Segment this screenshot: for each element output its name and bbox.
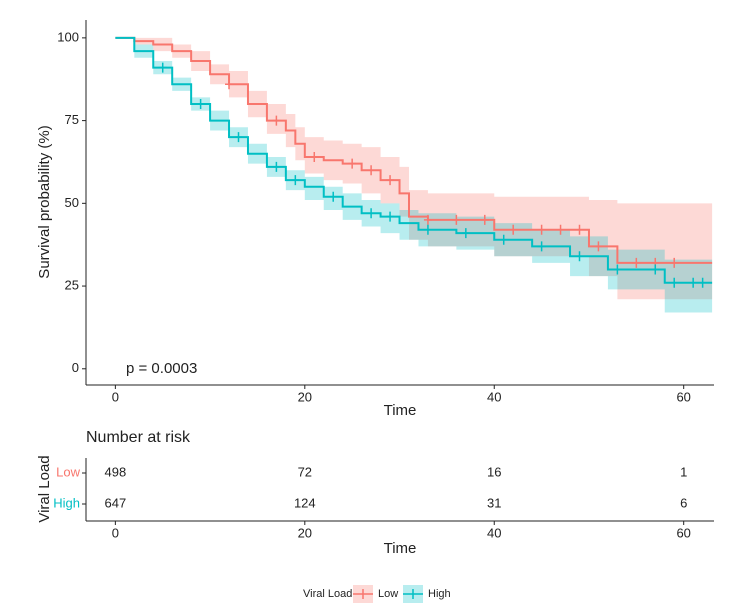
censor-mark <box>613 264 622 275</box>
censor-mark <box>386 211 395 222</box>
censor-mark <box>537 224 546 235</box>
risk-count: 16 <box>487 464 501 479</box>
censor-mark <box>689 277 698 288</box>
risk-count: 6 <box>680 495 687 510</box>
legend-key-line <box>403 589 423 599</box>
censor-mark <box>367 208 376 219</box>
censor-mark <box>556 224 565 235</box>
censor-mark <box>480 214 489 225</box>
row-label: Low <box>56 464 80 479</box>
censor-mark <box>452 214 461 225</box>
censor-mark <box>698 277 707 288</box>
risk-count: 31 <box>487 495 501 510</box>
legend-title: Viral Load <box>303 588 352 600</box>
censor-mark <box>423 224 432 235</box>
confidence-band <box>115 37 713 313</box>
censor-mark <box>670 277 679 288</box>
censor-mark <box>499 234 508 245</box>
censor-mark <box>575 251 584 262</box>
x-tick-label: 60 <box>676 389 690 404</box>
x-tick-label: 20 <box>298 525 312 540</box>
y-tick-label: 25 <box>65 277 79 292</box>
censor-mark <box>367 165 376 176</box>
risk-count: 647 <box>105 495 127 510</box>
censor-mark <box>670 257 679 268</box>
y-axis-title: Survival probability (%) <box>36 125 53 278</box>
y-tick-label: 75 <box>65 112 79 127</box>
censor-mark <box>423 214 432 225</box>
censor-mark <box>461 228 470 239</box>
x-tick-label: 40 <box>487 525 501 540</box>
censor-mark <box>348 158 357 169</box>
censor-mark <box>509 224 518 235</box>
censor-mark <box>225 79 234 90</box>
censor-mark <box>651 264 660 275</box>
row-label: High <box>53 495 80 510</box>
risk-count: 124 <box>294 495 316 510</box>
p-value: p = 0.0003 <box>126 360 197 377</box>
y-axis-title: Viral Load <box>36 455 53 522</box>
censor-mark <box>537 241 546 252</box>
y-tick-label: 100 <box>57 29 79 44</box>
x-tick-label: 0 <box>112 525 119 540</box>
x-tick-label: 20 <box>298 389 312 404</box>
censor-mark <box>272 115 281 126</box>
censor-mark <box>594 241 603 252</box>
risk-title: Number at risk <box>86 429 191 446</box>
risk-count: 72 <box>298 464 312 479</box>
x-tick-label: 40 <box>487 389 501 404</box>
censor-mark <box>329 191 338 202</box>
x-tick-label: 0 <box>112 389 119 404</box>
censor-mark <box>291 175 300 186</box>
risk-count: 1 <box>680 464 687 479</box>
censor-mark <box>575 224 584 235</box>
legend-key-line <box>353 589 373 599</box>
x-axis-title: Time <box>384 540 417 557</box>
censor-mark <box>158 62 167 73</box>
risk-count: 498 <box>105 464 127 479</box>
y-tick-label: 50 <box>65 195 79 210</box>
censor-mark <box>196 99 205 110</box>
censor-mark <box>386 175 395 186</box>
x-tick-label: 60 <box>676 525 690 540</box>
censor-mark <box>234 132 243 143</box>
legend-label: Low <box>378 588 398 600</box>
legend-label: High <box>428 588 451 600</box>
censor-mark <box>272 161 281 172</box>
censor-mark <box>632 257 641 268</box>
x-axis-title: Time <box>384 402 417 419</box>
censor-mark <box>310 151 319 162</box>
y-tick-label: 0 <box>72 360 79 375</box>
